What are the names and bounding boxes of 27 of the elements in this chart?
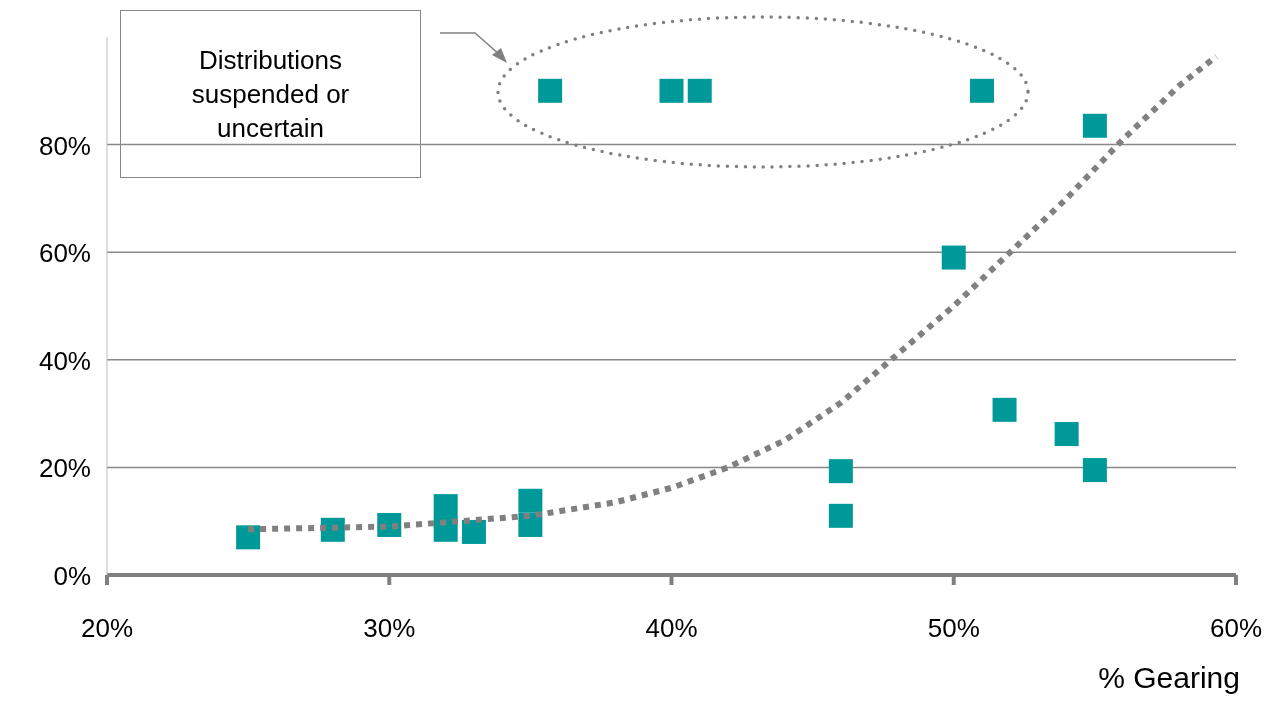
x-axis-title: % Gearing: [1098, 661, 1240, 694]
point: [1054, 422, 1079, 447]
point: [828, 459, 853, 484]
x-tick-label: 40%: [645, 613, 698, 643]
point: [969, 78, 994, 103]
point: [461, 519, 486, 544]
point: [659, 78, 684, 103]
annotation: Distributions suspended or uncertain: [120, 10, 421, 178]
y-tick-label: 60%: [38, 238, 91, 269]
x-tick-label: 20%: [80, 613, 134, 643]
y-tick-label: 80%: [38, 130, 91, 161]
y-tick-label: 0%: [53, 561, 91, 591]
y-tick-label: 40%: [38, 345, 91, 376]
point: [941, 245, 966, 270]
point: [518, 488, 543, 513]
point: [433, 494, 458, 519]
x-tick-label: 30%: [363, 613, 416, 643]
point: [992, 397, 1017, 422]
point: [1082, 113, 1107, 138]
point: [538, 78, 563, 103]
x-tick-label: 50%: [927, 613, 980, 643]
x-tick-label: 60%: [1209, 613, 1263, 643]
point: [236, 525, 261, 550]
point: [828, 503, 853, 528]
y-tick-label: 20%: [38, 453, 91, 484]
point: [687, 78, 712, 103]
point: [1082, 458, 1107, 483]
